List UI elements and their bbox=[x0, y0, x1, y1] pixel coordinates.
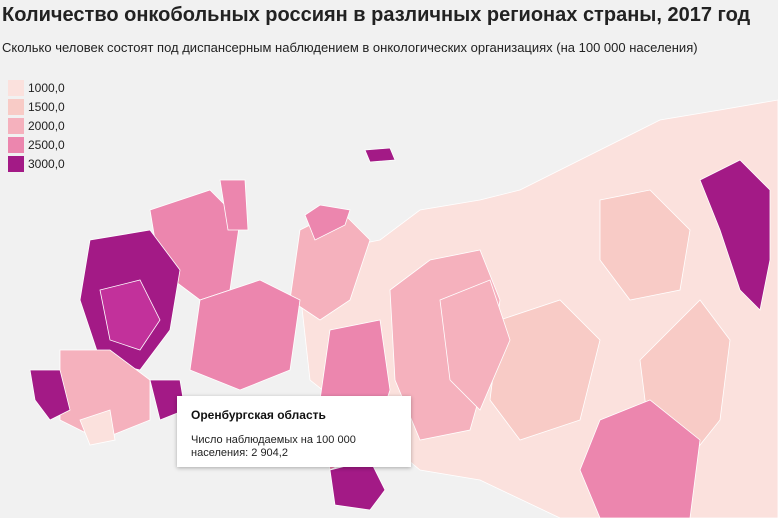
legend-swatch bbox=[8, 155, 24, 172]
legend: 1000,0 1500,0 2000,0 2500,0 3000,0 bbox=[8, 78, 65, 173]
tooltip-line: населения: 2 904,2 bbox=[191, 447, 288, 459]
tooltip: Оренбургская область Число наблюдаемых н… bbox=[177, 396, 411, 467]
legend-label: 1000,0 bbox=[28, 80, 65, 95]
title: Количество онкобольных россиян в различн… bbox=[2, 4, 751, 26]
legend-item: 2500,0 bbox=[8, 135, 65, 154]
legend-item: 1000,0 bbox=[8, 78, 65, 97]
subtitle: Сколько человек состоят под диспансерным… bbox=[2, 40, 698, 55]
tooltip-title: Оренбургская область bbox=[191, 408, 326, 422]
legend-item: 1500,0 bbox=[8, 97, 65, 116]
legend-swatch bbox=[8, 79, 24, 96]
legend-swatch bbox=[8, 98, 24, 115]
legend-label: 2000,0 bbox=[28, 118, 65, 133]
legend-item: 2000,0 bbox=[8, 116, 65, 135]
tooltip-line: Число наблюдаемых на 100 000 bbox=[191, 434, 356, 446]
legend-label: 3000,0 bbox=[28, 156, 65, 171]
legend-item: 3000,0 bbox=[8, 154, 65, 173]
legend-swatch bbox=[8, 136, 24, 153]
legend-swatch bbox=[8, 117, 24, 134]
tooltip-body: Число наблюдаемых на 100 000 населения: 2… bbox=[191, 434, 397, 460]
legend-label: 1500,0 bbox=[28, 99, 65, 114]
legend-label: 2500,0 bbox=[28, 137, 65, 152]
